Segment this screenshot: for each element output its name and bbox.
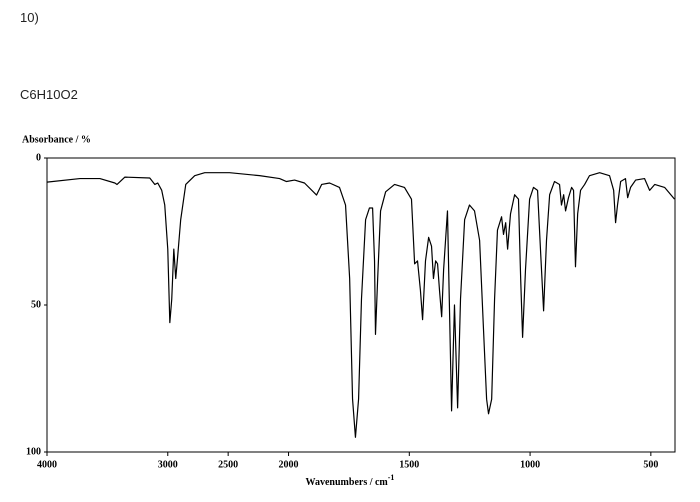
x-axis-label-sup: -1 [388, 473, 395, 482]
x-tick-label: 500 [643, 459, 658, 470]
y-tick-label: 100 [26, 446, 41, 457]
x-tick-label: 2500 [218, 459, 238, 470]
x-tick-label: 2000 [279, 459, 299, 470]
x-tick-label: 1000 [520, 459, 540, 470]
x-axis-label-main: Wavenumbers / cm [306, 477, 389, 488]
y-tick-label: 0 [36, 152, 41, 163]
x-tick-label: 3000 [158, 459, 178, 470]
x-tick-label: 4000 [37, 459, 57, 470]
x-tick-label: 1500 [399, 459, 419, 470]
y-axis-label: Absorbance / % [22, 134, 91, 145]
spectrum-line [46, 172, 675, 438]
formula: C6H10O2 [20, 87, 78, 102]
x-axis-label: Wavenumbers / cm-1 [306, 473, 395, 488]
question-number: 10) [20, 10, 39, 25]
y-tick-label: 50 [31, 299, 41, 310]
